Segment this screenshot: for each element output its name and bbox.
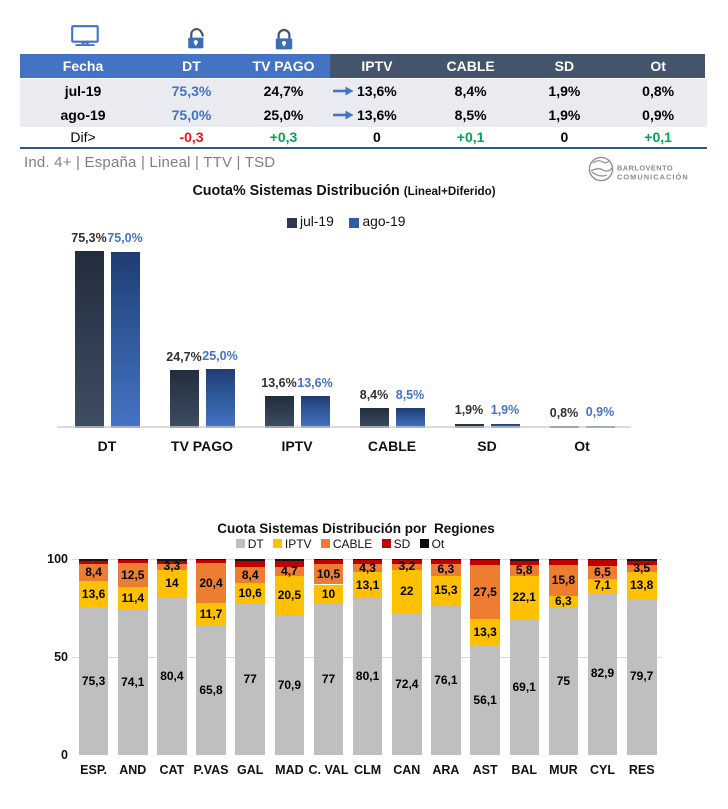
svg-text:BARLOVENTO: BARLOVENTO <box>617 163 673 172</box>
svg-text:COMUNICACIÓN: COMUNICACIÓN <box>617 172 689 181</box>
